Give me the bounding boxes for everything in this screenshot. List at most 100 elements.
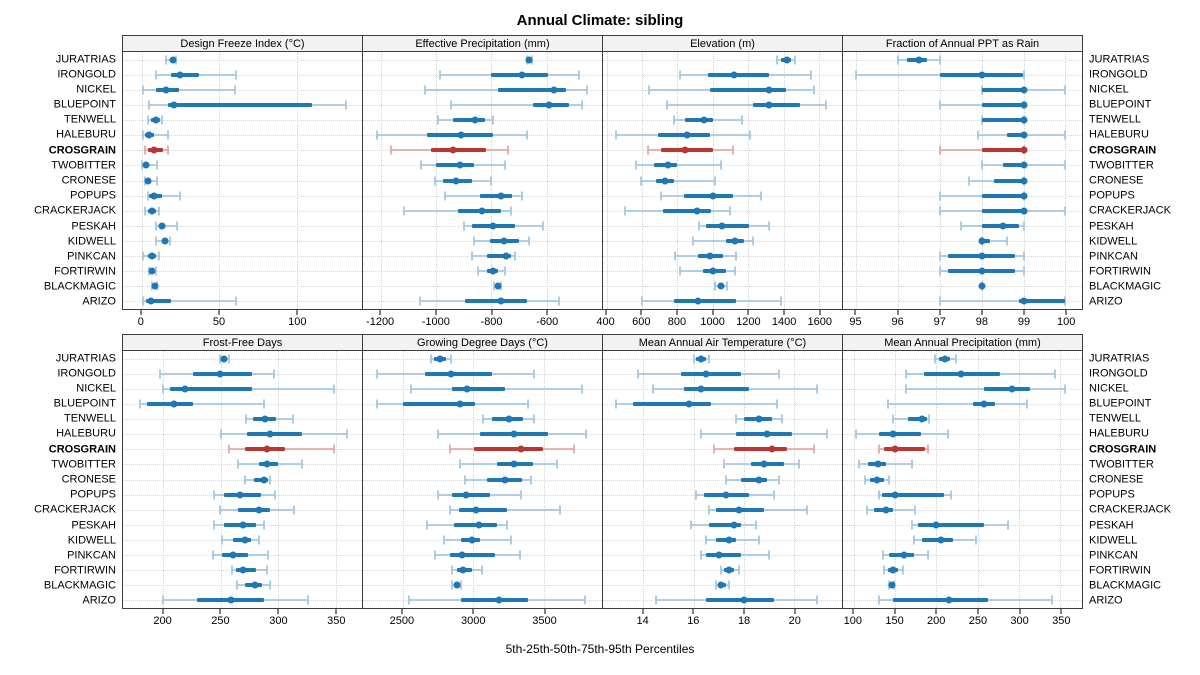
axis-tick-label: 1000 [700, 316, 725, 328]
panel-title: Growing Degree Days (°C) [362, 334, 603, 351]
percentile-whisker [635, 164, 721, 167]
whisker-cap [1064, 296, 1067, 306]
percentile-whisker [155, 224, 178, 227]
axis-tick [981, 310, 983, 315]
whisker-cap [143, 145, 146, 155]
median-dot [888, 581, 896, 589]
panel-title: Elevation (m) [602, 35, 843, 52]
horizontal-gridline [843, 120, 1082, 122]
median-dot [459, 566, 467, 574]
whisker-cap [146, 115, 149, 125]
horizontal-gridline [123, 150, 362, 152]
median-dot [681, 146, 689, 154]
horizontal-gridline [603, 464, 842, 466]
whisker-cap [235, 70, 238, 80]
whisker-cap [389, 145, 392, 155]
whisker-cap [892, 414, 895, 424]
percentile-whisker [693, 239, 754, 242]
whisker-cap [556, 459, 559, 469]
whisker-cap [640, 296, 643, 306]
plot-area [362, 52, 603, 310]
whisker-cap [424, 85, 427, 95]
whisker-cap [481, 414, 484, 424]
whisker-cap [637, 369, 640, 379]
median-dot [162, 86, 170, 94]
panel-fraction-of-annual-ppt-as-rain: Fraction of Annual PPT as Rain 95 96 97 98 99… [842, 35, 1083, 334]
axis-tick [819, 310, 821, 315]
whisker-cap [480, 565, 483, 575]
site-label: CROSGRAIN [48, 443, 116, 456]
whisker-cap [403, 206, 406, 216]
whisker-cap [904, 384, 907, 394]
whisker-cap [585, 429, 588, 439]
percentile-whisker [641, 179, 715, 182]
site-label: NICKEL [76, 382, 116, 395]
axis-tick [692, 609, 694, 614]
median-dot [915, 56, 923, 64]
whisker-cap [434, 550, 437, 560]
panel-title: Fraction of Annual PPT as Rain [842, 35, 1083, 52]
median-dot [768, 445, 776, 453]
whisker-cap [1022, 70, 1025, 80]
median-dot [216, 370, 224, 378]
interquartile-bar [474, 447, 543, 452]
median-dot [260, 476, 268, 483]
whisker-cap [1064, 206, 1067, 216]
horizontal-gridline [843, 180, 1082, 182]
whisker-cap [527, 236, 530, 246]
axis-tick-label: 100 [1056, 316, 1076, 328]
median-dot [941, 355, 949, 363]
median-dot [501, 476, 509, 483]
site-labels-right: JURATRIAS IRONGOLD NICKEL BLUEPOINT TENWELL H… [1083, 334, 1197, 609]
whisker-cap [624, 206, 627, 216]
whisker-cap [714, 281, 717, 291]
whisker-cap [586, 85, 589, 95]
site-label: FORTIRWIN [1089, 564, 1151, 577]
horizontal-gridline [363, 358, 602, 360]
horizontal-gridline [123, 419, 362, 421]
whisker-cap [798, 459, 801, 469]
whisker-cap [768, 550, 771, 560]
median-dot [457, 131, 465, 139]
whisker-cap [463, 475, 466, 484]
median-dot [229, 551, 237, 559]
whisker-cap [518, 550, 521, 560]
whisker-cap [877, 490, 880, 500]
axis-tick-label: 14 [636, 615, 649, 627]
interquartile-bar [461, 598, 529, 603]
interquartile-bar [459, 507, 508, 512]
median-dot [882, 506, 890, 514]
horizontal-gridline [363, 286, 602, 288]
median-dot [500, 237, 508, 245]
whisker-cap [559, 505, 562, 515]
plot-area [602, 351, 843, 609]
median-dot [251, 581, 259, 589]
axis-tick [783, 310, 785, 315]
median-dot [227, 596, 235, 604]
axis-tick-label: 1200 [736, 316, 761, 328]
whisker-cap [533, 414, 536, 424]
whisker-cap [272, 369, 275, 379]
whisker-cap [160, 115, 163, 125]
median-dot [697, 385, 705, 393]
median-dot [436, 355, 444, 363]
whisker-cap [142, 296, 145, 306]
whisker-cap [505, 520, 508, 530]
whisker-cap [886, 399, 889, 409]
whisker-cap [143, 206, 146, 216]
axis-tick [1023, 310, 1025, 315]
whisker-cap [877, 444, 880, 454]
median-dot [1020, 116, 1027, 124]
whisker-cap [142, 85, 145, 95]
median-dot [731, 237, 739, 245]
site-label: POPUPS [1089, 488, 1135, 501]
interquartile-bar [733, 447, 787, 452]
interquartile-bar [237, 507, 271, 512]
whisker-cap [257, 535, 260, 545]
horizontal-gridline [843, 494, 1082, 496]
median-dot [453, 581, 461, 589]
median-dot [978, 267, 986, 275]
median-dot [1020, 297, 1027, 305]
median-dot [502, 252, 510, 260]
median-dot [763, 430, 771, 438]
